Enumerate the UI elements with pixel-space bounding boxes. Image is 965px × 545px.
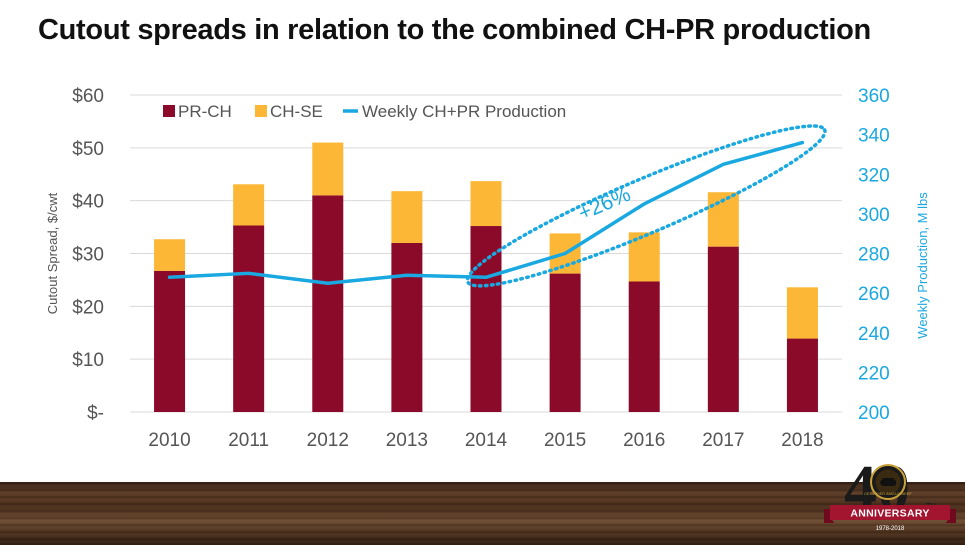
bar-pr-ch (391, 242, 423, 412)
legend-label-pr-ch: PR-CH (178, 102, 232, 121)
legend-swatch-ch-se (255, 105, 267, 117)
y-tick-label: $20 (72, 297, 104, 318)
bar-pr-ch (628, 281, 660, 412)
growth-annotation: +26% (575, 183, 634, 225)
bar-ch-se (786, 287, 818, 339)
combo-chart: +26% $- $10 $20 $30 $40 $50 $60 200 220 240 260 280… (45, 86, 930, 451)
legend-swatch-pr-ch (163, 105, 175, 117)
bar-ch-se (470, 181, 502, 227)
x-tick-label: 2010 (148, 430, 190, 451)
x-tick-label: 2014 (465, 430, 508, 451)
ribbon (830, 505, 950, 520)
x-tick-label: 2012 (307, 430, 349, 451)
bar-pr-ch (470, 226, 502, 412)
cab-seal-text: CERTIFIED ANGUS BEEF (864, 491, 912, 496)
y2-tick-label: 220 (858, 363, 890, 384)
y2-tick-label: 340 (858, 126, 890, 147)
bars (154, 142, 818, 412)
y-tick-label: $60 (72, 86, 104, 107)
page-title: Cutout spreads in relation to the combin… (38, 14, 871, 46)
badge-years: 1978-2018 (876, 526, 905, 532)
x-tick-label: 2017 (702, 430, 744, 451)
production-line-layer (167, 140, 805, 285)
y2-tick-label: 320 (858, 165, 890, 186)
y-tick-label: $30 (72, 245, 104, 266)
legend-label-production: Weekly CH+PR Production (362, 102, 566, 121)
bar-ch-se (312, 142, 344, 196)
bar-ch-se (391, 191, 423, 243)
x-tick-label: 2011 (228, 430, 269, 451)
y2-tick-label: 300 (858, 205, 890, 226)
x-tick-label: 2015 (544, 430, 586, 451)
bar-ch-se (233, 184, 265, 226)
wood-footer-band (0, 482, 965, 545)
bar-pr-ch (154, 270, 186, 412)
bar-ch-se (154, 239, 186, 271)
bar-pr-ch (707, 246, 739, 412)
y2-axis-title: Weekly Production, M lbs (915, 192, 930, 339)
bar-pr-ch (233, 225, 265, 412)
bar-pr-ch (312, 195, 344, 412)
steer-icon (880, 478, 896, 486)
highlight-ellipse (465, 124, 827, 288)
badge-ribbon-text: ANNIVERSARY (850, 508, 929, 520)
bar-pr-ch (786, 338, 818, 412)
y-axis-title: Cutout Spread, $/cwt (45, 192, 60, 314)
y-tick-label: $10 (72, 350, 104, 371)
legend-label-ch-se: CH-SE (270, 102, 323, 121)
y-tick-label: $- (87, 403, 104, 424)
x-tick-label: 2016 (623, 430, 665, 451)
y2-tick-label: 260 (858, 284, 890, 305)
y2-tick-label: 200 (858, 403, 890, 424)
x-tick-label: 2018 (781, 430, 823, 451)
axes: $- $10 $20 $30 $40 $50 $60 200 220 240 260 280 300 32… (45, 86, 930, 451)
y-tick-label: $40 (72, 192, 104, 213)
bar-pr-ch (549, 273, 581, 412)
x-tick-label: 2013 (386, 430, 428, 451)
anniversary-logo: 40 CERTIFIED ANGUS BEEF TH ANNIVERSARY 1… (824, 452, 956, 532)
y2-tick-label: 280 (858, 245, 890, 266)
y2-tick-label: 240 (858, 324, 890, 345)
y2-tick-label: 360 (858, 86, 890, 107)
y-tick-label: $50 (72, 139, 104, 160)
legend: PR-CH CH-SE Weekly CH+PR Production (163, 102, 566, 121)
